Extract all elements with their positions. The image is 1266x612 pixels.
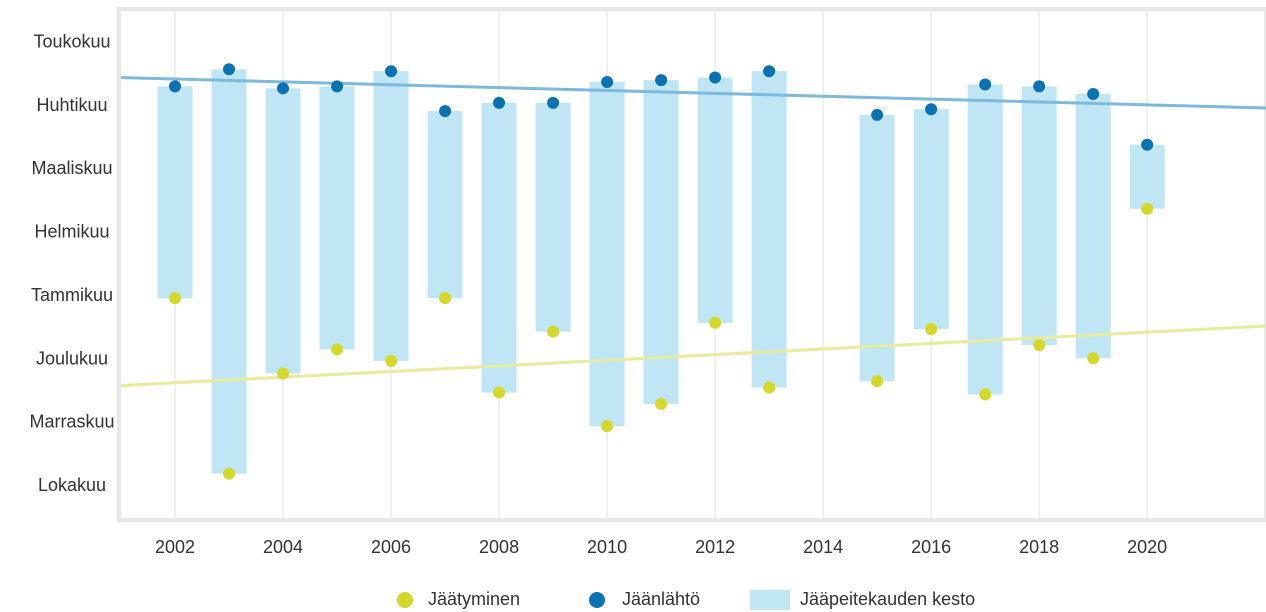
x-tick-label: 2016 [911,537,951,557]
dot [439,292,452,305]
range-bar [859,114,895,382]
dot [709,71,722,84]
dot [1141,138,1154,151]
range-bar [751,71,787,388]
range-bar [535,102,571,332]
range-bar [1129,144,1165,209]
x-tick-label: 2012 [695,537,735,557]
dot [925,323,938,336]
legend-marker [750,590,790,610]
x-tick-label: 2002 [155,537,195,557]
dot [763,381,776,394]
range-bar [1021,86,1057,345]
x-tick-label: 2008 [479,537,519,557]
x-tick-label: 2014 [803,537,843,557]
dot [331,343,344,356]
dot [439,105,452,118]
dot [547,96,560,109]
x-tick-label: 2006 [371,537,411,557]
dot [547,325,560,338]
dot [223,467,236,480]
y-tick-label: Huhtikuu [36,95,107,115]
dot [1141,202,1154,215]
dot [601,420,614,433]
trend-line [120,76,1266,110]
range-bar [589,81,625,427]
dot [1087,88,1100,101]
legend-label: Jääpeitekauden kesto [800,589,975,609]
dot [223,63,236,76]
dot [277,82,290,95]
dot [925,103,938,116]
range-bar [265,88,301,374]
y-tick-label: Marraskuu [29,412,114,432]
dot [169,292,182,305]
trend-line [120,324,1266,388]
y-tick-label: Helmikuu [34,222,109,242]
range-bar [643,80,679,404]
range-bar [373,71,409,361]
dot [979,388,992,401]
range-bar [1075,94,1111,359]
dot [709,316,722,329]
range-bar [427,111,463,299]
dot [1087,352,1100,365]
dot [871,108,884,121]
range-bar [481,102,517,393]
legend-label: Jäätyminen [428,589,520,609]
x-tick-label: 2018 [1019,537,1059,557]
range-bar [157,86,193,299]
range-bar [697,77,733,323]
dot [331,80,344,93]
dot [385,354,398,367]
range-bar [211,69,247,474]
x-tick-label: 2004 [263,537,303,557]
y-tick-label: Toukokuu [33,31,110,51]
legend-label: Jäänlähtö [622,589,700,609]
dot [655,74,668,87]
y-tick-label: Lokakuu [38,475,106,495]
dot [385,65,398,78]
x-tick-label: 2020 [1127,537,1167,557]
range-bar [319,86,355,350]
range-bar [913,109,949,330]
y-tick-label: Maaliskuu [31,158,112,178]
range-bar [967,84,1003,395]
dot [277,367,290,380]
legend-marker [397,592,413,608]
dot [1033,80,1046,93]
dot [493,96,506,109]
dot [1033,338,1046,351]
dot [601,75,614,88]
dot [871,375,884,388]
y-tick-label: Tammikuu [31,285,113,305]
dot [655,397,668,410]
legend-marker [589,592,605,608]
plot-frame [117,7,1266,522]
y-tick-label: Joulukuu [36,348,108,368]
dot [493,386,506,399]
x-tick-label: 2010 [587,537,627,557]
dot [763,65,776,78]
dot [169,80,182,93]
dot [979,78,992,91]
